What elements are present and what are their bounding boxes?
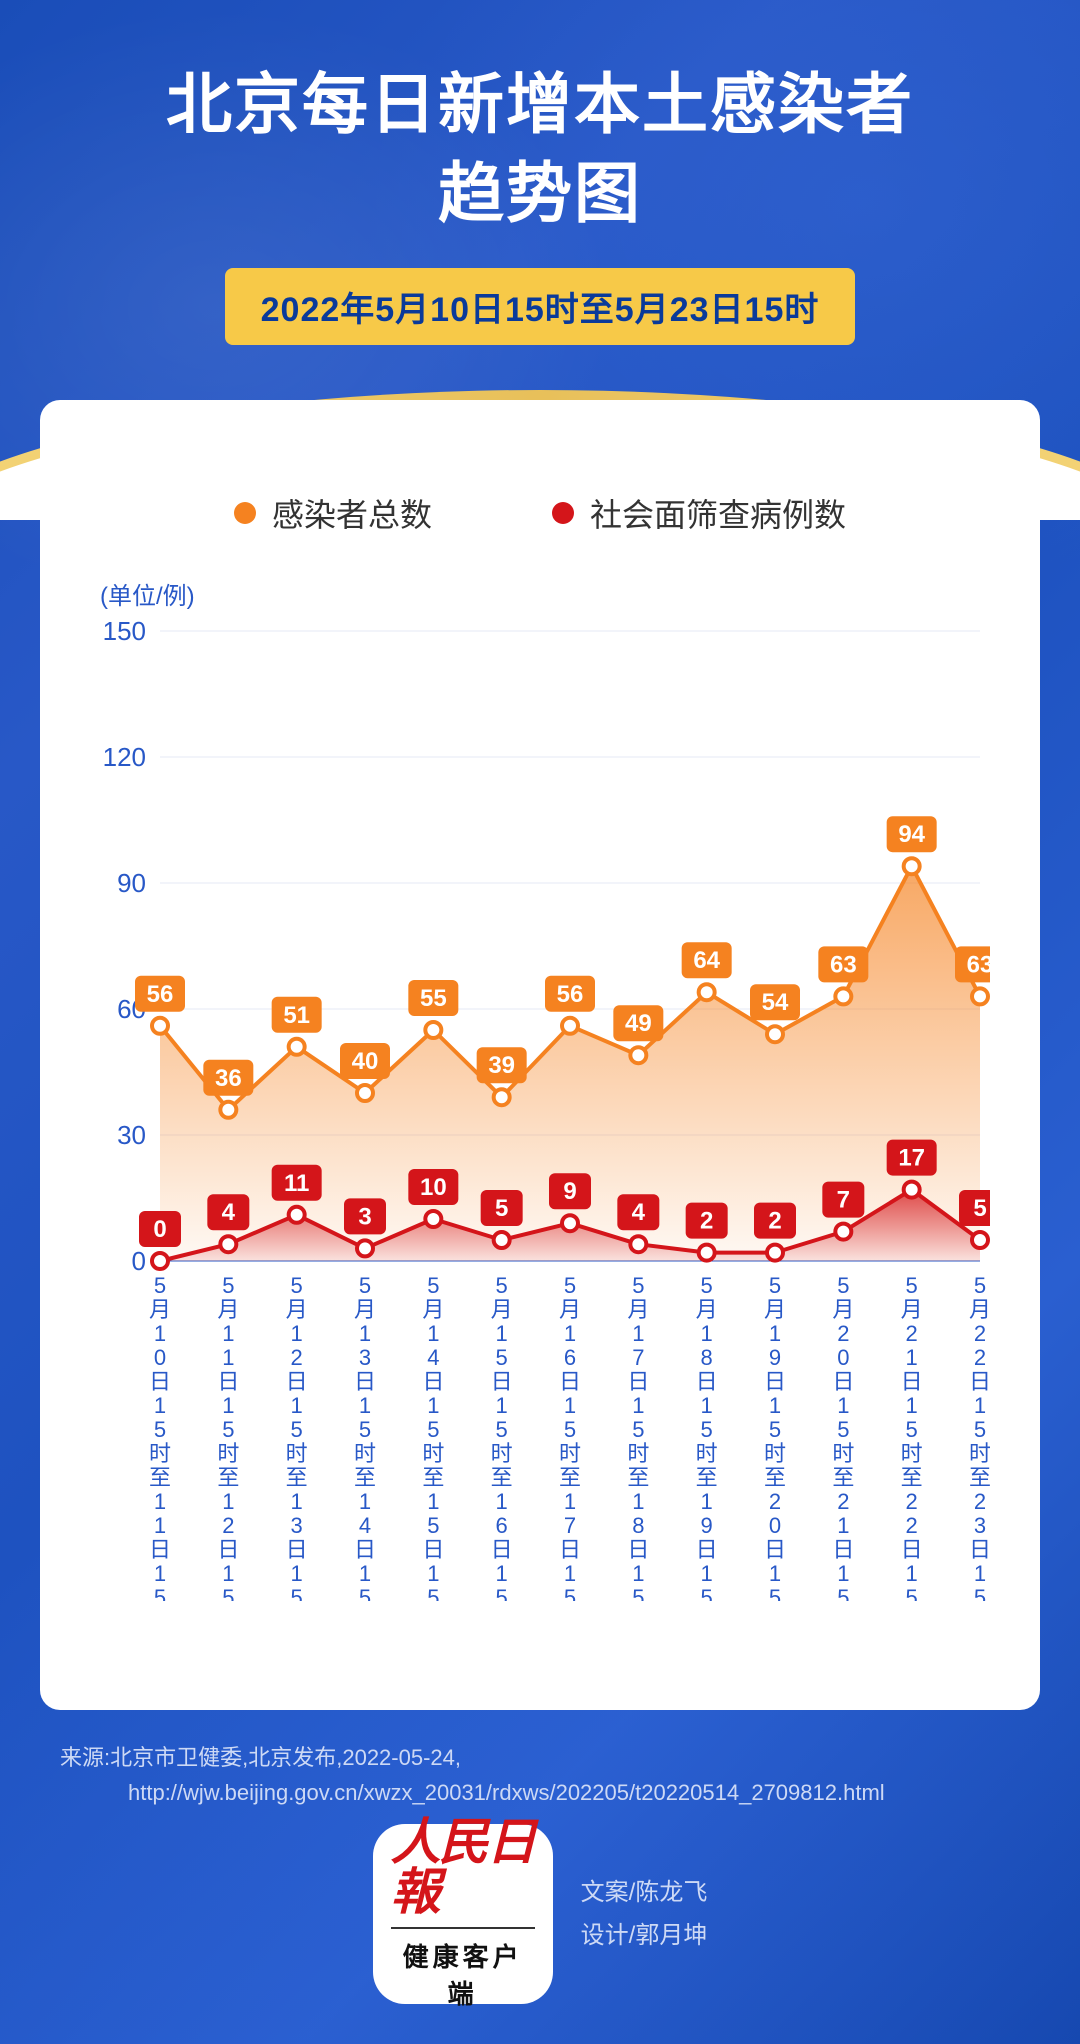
- value-badge-text: 11: [284, 1170, 309, 1197]
- marker-community: [699, 1245, 715, 1261]
- publisher-logo: 人民日報 健康客户端: [373, 1824, 553, 2004]
- legend-item-total: 感染者总数: [234, 490, 432, 536]
- source-citation: 来源:北京市卫健委,北京发布,2022-05-24, http://wjw.be…: [60, 1740, 1020, 1810]
- value-badge-text: 9: [563, 1178, 576, 1205]
- value-badge-text: 3: [358, 1203, 371, 1230]
- marker-total: [220, 1102, 236, 1118]
- value-badge-text: 0: [153, 1216, 166, 1243]
- value-badge-text: 54: [762, 989, 789, 1016]
- footer: 人民日報 健康客户端 文案/陈龙飞 设计/郭月坤: [0, 1824, 1080, 2004]
- value-badge-text: 64: [693, 947, 720, 974]
- x-tick-label: 5月22日15时至23日15时: [969, 1273, 990, 1601]
- y-tick-label: 150: [103, 621, 146, 646]
- y-axis-unit: (单位/例): [100, 576, 990, 611]
- title-line-2: 趋势图: [438, 156, 642, 230]
- marker-community: [220, 1236, 236, 1252]
- value-badge-text: 4: [632, 1199, 646, 1226]
- value-badge-text: 56: [147, 981, 174, 1008]
- credit-designer: 设计/郭月坤: [581, 1914, 708, 1957]
- chart-card: 感染者总数 社会面筛查病例数 (单位/例) 030609012015056365…: [40, 400, 1040, 1710]
- marker-community: [152, 1253, 168, 1269]
- x-tick-label: 5月19日15时至20日15时: [764, 1273, 786, 1601]
- legend-dot-total: [234, 502, 256, 524]
- source-line-1: 北京市卫健委,北京发布,2022-05-24,: [110, 1745, 461, 1770]
- marker-community: [972, 1232, 988, 1248]
- marker-total: [904, 858, 920, 874]
- value-badge-text: 39: [488, 1052, 515, 1079]
- marker-total: [835, 988, 851, 1004]
- value-badge-text: 5: [973, 1195, 986, 1222]
- x-tick-label: 5月12日15时至13日15时: [286, 1273, 308, 1601]
- value-badge-text: 10: [420, 1174, 447, 1201]
- marker-total: [562, 1018, 578, 1034]
- marker-community: [562, 1215, 578, 1231]
- x-tick-label: 5月15日15时至16日15时: [491, 1273, 513, 1601]
- marker-total: [972, 988, 988, 1004]
- header: 北京每日新增本土感染者 趋势图 2022年5月10日15时至5月23日15时: [0, 0, 1080, 345]
- marker-community: [835, 1224, 851, 1240]
- value-badge-text: 51: [283, 1002, 310, 1029]
- x-tick-label: 5月17日15时至18日15时: [627, 1273, 649, 1601]
- value-badge-text: 56: [557, 981, 584, 1008]
- legend-label-total: 感染者总数: [272, 490, 432, 536]
- page-title: 北京每日新增本土感染者 趋势图: [0, 60, 1080, 238]
- x-tick-label: 5月20日15时至21日15时: [832, 1273, 854, 1601]
- marker-community: [289, 1207, 305, 1223]
- value-badge-text: 55: [420, 985, 447, 1012]
- x-tick-label: 5月14日15时至15日15时: [422, 1273, 444, 1601]
- marker-total: [152, 1018, 168, 1034]
- legend-item-community: 社会面筛查病例数: [552, 490, 846, 536]
- marker-total: [357, 1085, 373, 1101]
- title-line-1: 北京每日新增本土感染者: [166, 67, 914, 141]
- source-line-2: http://wjw.beijing.gov.cn/xwzx_20031/rdx…: [60, 1775, 1020, 1810]
- logo-sub-text: 健康客户端: [391, 1927, 535, 2011]
- y-tick-label: 120: [103, 742, 146, 772]
- date-range-badge: 2022年5月10日15时至5月23日15时: [225, 268, 856, 345]
- x-tick-label: 5月13日15时至14日15时: [354, 1273, 376, 1601]
- value-badge-text: 4: [222, 1199, 236, 1226]
- marker-total: [767, 1026, 783, 1042]
- y-tick-label: 0: [132, 1246, 146, 1276]
- marker-total: [630, 1047, 646, 1063]
- x-tick-label: 5月21日15时至22日15时: [901, 1273, 923, 1601]
- value-badge-text: 2: [700, 1208, 713, 1235]
- value-badge-text: 36: [215, 1065, 242, 1092]
- y-tick-label: 90: [117, 868, 146, 898]
- value-badge-text: 49: [625, 1010, 652, 1037]
- source-label: 来源:: [60, 1745, 110, 1770]
- value-badge-text: 63: [830, 951, 857, 978]
- marker-community: [425, 1211, 441, 1227]
- value-badge-text: 40: [352, 1048, 379, 1075]
- marker-community: [494, 1232, 510, 1248]
- marker-community: [630, 1236, 646, 1252]
- marker-community: [767, 1245, 783, 1261]
- credit-writer: 文案/陈龙飞: [581, 1871, 708, 1914]
- logo-main-text: 人民日報: [391, 1817, 535, 1917]
- credits: 文案/陈龙飞 设计/郭月坤: [581, 1871, 708, 1957]
- marker-community: [357, 1240, 373, 1256]
- value-badge-text: 63: [967, 951, 990, 978]
- value-badge-text: 5: [495, 1195, 508, 1222]
- y-tick-label: 30: [117, 1120, 146, 1150]
- x-tick-label: 5月11日15时至12日15时: [217, 1273, 239, 1601]
- value-badge-text: 2: [768, 1208, 781, 1235]
- x-tick-label: 5月10日15时至11日15时: [149, 1273, 171, 1601]
- x-tick-label: 5月16日15时至17日15时: [559, 1273, 581, 1601]
- value-badge-text: 7: [837, 1187, 850, 1214]
- marker-total: [699, 984, 715, 1000]
- marker-total: [494, 1089, 510, 1105]
- value-badge-text: 17: [898, 1145, 925, 1172]
- x-tick-label: 5月18日15时至19日15时: [696, 1273, 718, 1601]
- legend-dot-community: [552, 502, 574, 524]
- marker-total: [425, 1022, 441, 1038]
- legend-label-community: 社会面筛查病例数: [590, 490, 846, 536]
- value-badge-text: 94: [898, 821, 925, 848]
- legend: 感染者总数 社会面筛查病例数: [90, 490, 990, 536]
- marker-total: [289, 1039, 305, 1055]
- marker-community: [904, 1182, 920, 1198]
- chart-area: 0306090120150563651405539564964546394630…: [90, 621, 990, 1601]
- chart-svg: 0306090120150563651405539564964546394630…: [90, 621, 990, 1601]
